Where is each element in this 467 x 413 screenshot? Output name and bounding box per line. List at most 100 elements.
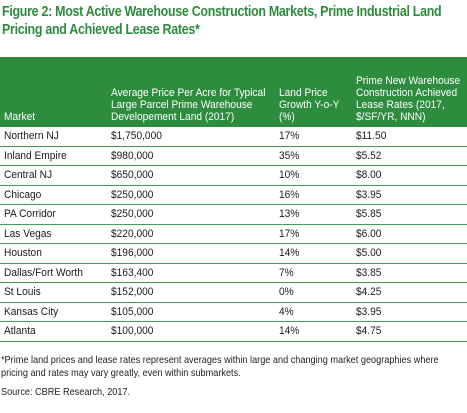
cell-avg-price-value: $163,400	[111, 266, 154, 279]
header-lease: Prime New Warehouse Construction Achieve…	[352, 57, 467, 127]
header-market: Market	[0, 57, 107, 127]
table-row: Northern NJ $1,750,000 17% $11.50	[0, 127, 467, 147]
cell-growth: 10%	[275, 165, 352, 186]
cell-avg-price: $220,000	[107, 224, 275, 244]
cell-market-value: Chicago	[4, 188, 42, 201]
cell-growth-value: 16%	[279, 188, 300, 201]
cell-market: Dallas/Fort Worth	[0, 263, 107, 283]
cell-lease-value: $3.85	[356, 266, 382, 279]
cell-lease: $4.75	[352, 321, 467, 342]
table-row: Inland Empire $980,000 35% $5.52	[0, 146, 467, 166]
cell-avg-price: $163,400	[107, 263, 275, 283]
cell-growth: 16%	[275, 185, 352, 205]
cell-lease-value: $6.00	[356, 227, 382, 240]
cell-growth-value: 13%	[279, 208, 300, 220]
header-growth: Land Price Growth Y-o-Y (%)	[275, 57, 352, 127]
cell-market-value: St Louis	[4, 286, 41, 298]
cell-lease: $5.85	[352, 204, 467, 225]
cell-market-value: Atlanta	[4, 325, 36, 337]
header-growth-label: Land Price Growth Y-o-Y (%)	[279, 87, 340, 123]
cell-avg-price: $250,000	[107, 185, 275, 205]
header-market-label: Market	[4, 111, 36, 123]
cell-avg-price: $250,000	[107, 204, 275, 225]
cell-lease-value: $4.75	[356, 325, 382, 337]
cell-avg-price: $196,000	[107, 243, 275, 264]
table-row: Dallas/Fort Worth $163,400 7% $3.85	[0, 263, 467, 283]
table-row: Kansas City $105,000 4% $3.95	[0, 302, 467, 322]
cell-market: Central NJ	[0, 165, 107, 186]
cell-growth-value: 35%	[279, 149, 300, 162]
cell-market: Northern NJ	[0, 127, 107, 147]
cell-market: Las Vegas	[0, 224, 107, 244]
cell-market: Houston	[0, 243, 107, 264]
cell-growth: 0%	[275, 282, 352, 303]
cell-growth: 7%	[275, 263, 352, 283]
table-row: Atlanta $100,000 14% $4.75	[0, 321, 467, 342]
cell-growth: 17%	[275, 224, 352, 244]
cell-avg-price-value: $1,750,000	[111, 130, 162, 142]
cell-lease: $5.52	[352, 146, 467, 166]
cell-market-value: Kansas City	[4, 305, 59, 318]
cell-avg-price-value: $220,000	[111, 227, 154, 240]
cell-growth-value: 0%	[279, 286, 294, 298]
cell-growth: 35%	[275, 146, 352, 166]
table-header: Market Average Price Per Acre for Typica…	[0, 57, 467, 127]
cell-market-value: Central NJ	[4, 169, 53, 181]
market-table: Market Average Price Per Acre for Typica…	[0, 57, 467, 342]
cell-growth-value: 17%	[279, 227, 300, 240]
cell-lease-value: $11.50	[356, 130, 387, 142]
cell-avg-price: $100,000	[107, 321, 275, 342]
cell-avg-price-value: $250,000	[111, 188, 154, 201]
header-avg-price: Average Price Per Acre for Typical Large…	[107, 57, 275, 127]
footnote: *Prime land prices and lease rates repre…	[1, 355, 439, 379]
cell-avg-price: $105,000	[107, 302, 275, 322]
table-row: Central NJ $650,000 10% $8.00	[0, 165, 467, 186]
cell-market: Atlanta	[0, 321, 107, 342]
cell-avg-price-value: $105,000	[111, 305, 154, 318]
cell-market: Kansas City	[0, 302, 107, 322]
table-row: Chicago $250,000 16% $3.95	[0, 185, 467, 205]
cell-avg-price: $650,000	[107, 165, 275, 186]
figure-title: Figure 2: Most Active Warehouse Construc…	[2, 4, 442, 38]
cell-lease: $5.00	[352, 243, 467, 264]
cell-market-value: Houston	[4, 247, 42, 259]
table-row: Houston $196,000 14% $5.00	[0, 243, 467, 264]
cell-market-value: Northern NJ	[4, 130, 59, 142]
cell-avg-price-value: $650,000	[111, 169, 154, 181]
cell-lease-value: $5.85	[356, 208, 382, 220]
table-row: PA Corridor $250,000 13% $5.85	[0, 204, 467, 225]
cell-market: Chicago	[0, 185, 107, 205]
cell-growth: 4%	[275, 302, 352, 322]
cell-avg-price-value: $250,000	[111, 208, 154, 220]
cell-market: Inland Empire	[0, 146, 107, 166]
header-lease-label: Prime New Warehouse Construction Achieve…	[356, 75, 461, 123]
cell-lease-value: $5.00	[356, 247, 382, 259]
cell-avg-price: $152,000	[107, 282, 275, 303]
cell-growth: 13%	[275, 204, 352, 225]
cell-avg-price-value: $980,000	[111, 149, 154, 162]
cell-lease: $3.95	[352, 302, 467, 322]
cell-avg-price-value: $100,000	[111, 325, 154, 337]
cell-lease-value: $8.00	[356, 169, 382, 181]
data-table-container: Market Average Price Per Acre for Typica…	[0, 57, 467, 342]
table-body: Northern NJ $1,750,000 17% $11.50 Inland Emp…	[0, 127, 467, 342]
cell-growth: 14%	[275, 321, 352, 342]
cell-avg-price-value: $152,000	[111, 286, 154, 298]
cell-market-value: PA Corridor	[4, 208, 56, 220]
cell-growth-value: 17%	[279, 130, 300, 142]
table-row: St Louis $152,000 0% $4.25	[0, 282, 467, 303]
cell-market: St Louis	[0, 282, 107, 303]
header-row: Market Average Price Per Acre for Typica…	[0, 57, 467, 127]
cell-lease-value: $3.95	[356, 305, 382, 318]
cell-growth: 17%	[275, 127, 352, 147]
cell-lease-value: $3.95	[356, 188, 382, 201]
cell-lease: $6.00	[352, 224, 467, 244]
source-note: Source: CBRE Research, 2017.	[1, 387, 131, 398]
cell-market: PA Corridor	[0, 204, 107, 225]
table-row: Las Vegas $220,000 17% $6.00	[0, 224, 467, 244]
cell-market-value: Dallas/Fort Worth	[4, 266, 83, 279]
cell-growth-value: 14%	[279, 325, 300, 337]
cell-market-value: Las Vegas	[4, 227, 52, 240]
cell-growth-value: 10%	[279, 169, 300, 181]
cell-market-value: Inland Empire	[4, 149, 67, 162]
